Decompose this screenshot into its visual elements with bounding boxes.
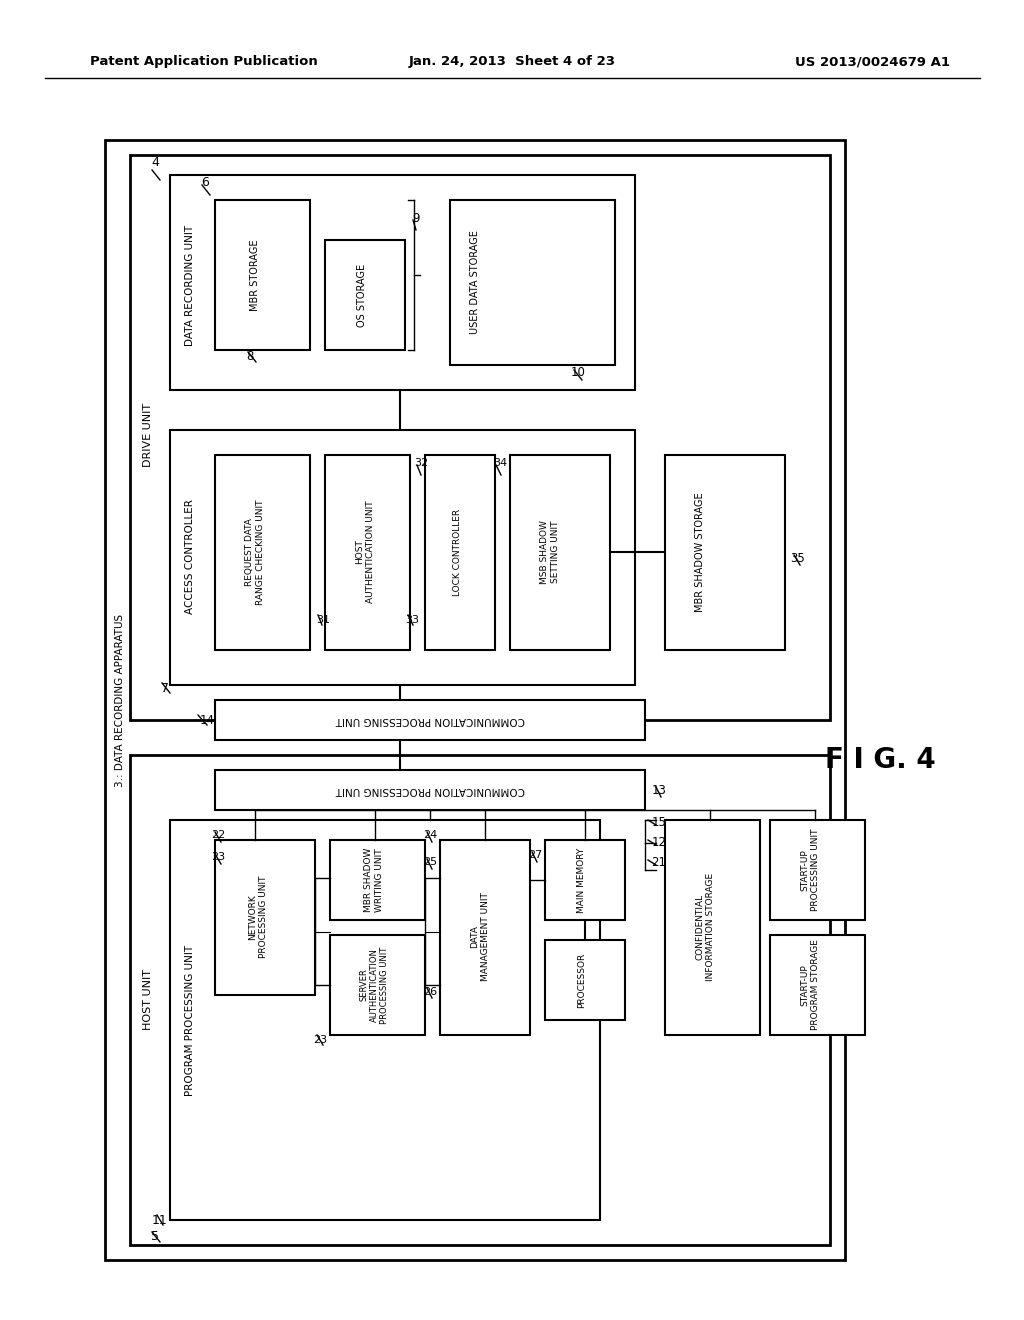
Text: PROGRAM PROCESSING UNIT: PROGRAM PROCESSING UNIT (185, 944, 195, 1096)
Text: DRIVE UNIT: DRIVE UNIT (143, 403, 153, 467)
Text: 31: 31 (316, 615, 330, 624)
Text: OS STORAGE: OS STORAGE (357, 264, 367, 326)
Text: LOCK CONTROLLER: LOCK CONTROLLER (454, 508, 463, 595)
Text: CONFIDENTIAL
INFORMATION STORAGE: CONFIDENTIAL INFORMATION STORAGE (695, 873, 715, 981)
Bar (330, 935, 425, 1035)
Text: USER DATA STORAGE: USER DATA STORAGE (470, 230, 480, 334)
Bar (770, 820, 865, 920)
Text: NETWORK
PROCESSING UNIT: NETWORK PROCESSING UNIT (248, 875, 267, 958)
Bar (170, 820, 600, 1220)
Bar (215, 770, 645, 810)
Text: START-UP
PROCESSING UNIT: START-UP PROCESSING UNIT (801, 829, 819, 911)
Text: PROCESSOR: PROCESSOR (578, 952, 587, 1007)
Text: US 2013/0024679 A1: US 2013/0024679 A1 (795, 55, 950, 69)
Text: 5: 5 (151, 1230, 159, 1243)
Text: MAIN MEMORY: MAIN MEMORY (578, 847, 587, 912)
Text: Patent Application Publication: Patent Application Publication (90, 55, 317, 69)
Text: 34: 34 (493, 458, 507, 469)
Bar (330, 840, 425, 920)
Text: 26: 26 (423, 987, 437, 997)
Bar (425, 455, 495, 649)
Bar (105, 140, 845, 1261)
Bar (665, 820, 760, 1035)
Text: 23: 23 (313, 1035, 327, 1045)
Text: Jan. 24, 2013  Sheet 4 of 23: Jan. 24, 2013 Sheet 4 of 23 (409, 55, 615, 69)
Text: 4: 4 (152, 156, 159, 169)
Text: 3.: DATA RECORDING APPARATUS: 3.: DATA RECORDING APPARATUS (115, 614, 125, 787)
Text: 12: 12 (651, 837, 667, 850)
Text: 21: 21 (651, 857, 667, 870)
Text: MBR SHADOW STORAGE: MBR SHADOW STORAGE (695, 492, 705, 611)
Text: HOST
AUTHENTICATION UNIT: HOST AUTHENTICATION UNIT (355, 500, 375, 603)
Text: REQUEST DATA
RANGE CHECKING UNIT: REQUEST DATA RANGE CHECKING UNIT (246, 499, 264, 605)
Text: 24: 24 (423, 830, 437, 840)
Text: 10: 10 (570, 367, 586, 380)
Text: 27: 27 (528, 850, 542, 861)
Bar (665, 455, 785, 649)
Bar (215, 700, 645, 741)
Text: START-UP
PROGRAM STORAGE: START-UP PROGRAM STORAGE (801, 940, 819, 1031)
Text: COMMUNICATION PROCESSING UNIT: COMMUNICATION PROCESSING UNIT (336, 715, 524, 725)
Bar (545, 940, 625, 1020)
Bar (215, 840, 315, 995)
Text: MBR SHADOW
WRITING UNIT: MBR SHADOW WRITING UNIT (365, 847, 384, 912)
Text: 6: 6 (201, 177, 209, 190)
Bar (770, 935, 865, 1035)
Text: DATA RECORDING UNIT: DATA RECORDING UNIT (185, 224, 195, 346)
Bar (215, 201, 310, 350)
Bar (170, 430, 635, 685)
Text: ACCESS CONTROLLER: ACCESS CONTROLLER (185, 499, 195, 614)
Text: 7: 7 (161, 681, 169, 694)
Text: 22: 22 (211, 830, 225, 840)
Text: HOST UNIT: HOST UNIT (143, 969, 153, 1031)
Bar (130, 154, 830, 719)
Bar (545, 840, 625, 920)
Bar (325, 455, 410, 649)
Text: 35: 35 (791, 552, 805, 565)
Bar (170, 176, 635, 389)
Text: 11: 11 (153, 1213, 168, 1226)
Text: SERVER
AUTHENTICATION
PROCESSING UNIT: SERVER AUTHENTICATION PROCESSING UNIT (359, 946, 389, 1023)
Text: COMMUNICATION PROCESSING UNIT: COMMUNICATION PROCESSING UNIT (336, 785, 524, 795)
Text: 25: 25 (423, 857, 437, 867)
Text: F I G. 4: F I G. 4 (824, 746, 935, 774)
Bar (510, 455, 610, 649)
Text: 15: 15 (651, 817, 667, 829)
Text: 23: 23 (211, 851, 225, 862)
Text: 33: 33 (406, 615, 419, 624)
Bar (215, 455, 310, 649)
Text: 13: 13 (651, 784, 667, 796)
Bar (325, 240, 406, 350)
Text: 14: 14 (200, 714, 214, 726)
Text: MBR STORAGE: MBR STORAGE (250, 239, 260, 310)
Text: MSB SHADOW
SETTING UNIT: MSB SHADOW SETTING UNIT (541, 520, 560, 583)
Text: 32: 32 (414, 458, 428, 469)
Bar (130, 755, 830, 1245)
Text: 8: 8 (247, 350, 254, 363)
Text: 9: 9 (413, 211, 420, 224)
Bar (450, 201, 615, 366)
Text: DATA
MANAGEMENT UNIT: DATA MANAGEMENT UNIT (470, 892, 489, 982)
Bar (440, 840, 530, 1035)
